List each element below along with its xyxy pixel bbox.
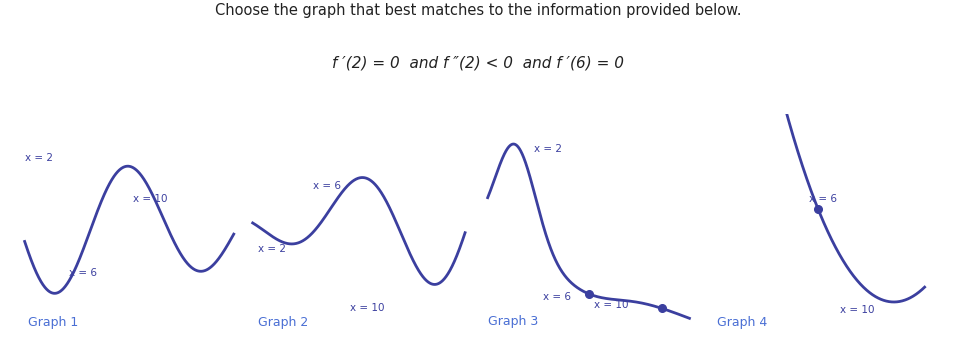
Text: x = 10: x = 10 — [133, 194, 167, 204]
Text: Graph 2: Graph 2 — [258, 316, 308, 328]
Text: x = 6: x = 6 — [809, 194, 837, 204]
Text: x = 10: x = 10 — [594, 300, 629, 310]
Text: Graph 3: Graph 3 — [488, 315, 538, 328]
Text: x = 2: x = 2 — [534, 145, 562, 155]
Text: Graph 4: Graph 4 — [718, 316, 768, 328]
Text: x = 6: x = 6 — [69, 268, 97, 278]
Text: x = 6: x = 6 — [313, 181, 341, 191]
Text: x = 6: x = 6 — [543, 292, 570, 302]
Text: x = 10: x = 10 — [349, 303, 384, 313]
Text: f ′(2) = 0  and f ″(2) < 0  and f ′(6) = 0: f ′(2) = 0 and f ″(2) < 0 and f ′(6) = 0 — [332, 55, 625, 70]
Text: x = 2: x = 2 — [258, 244, 286, 254]
Text: x = 10: x = 10 — [840, 305, 875, 315]
Text: Graph 1: Graph 1 — [29, 316, 78, 329]
Text: x = 2: x = 2 — [25, 153, 53, 163]
Text: Choose the graph that best matches to the information provided below.: Choose the graph that best matches to th… — [215, 3, 742, 18]
